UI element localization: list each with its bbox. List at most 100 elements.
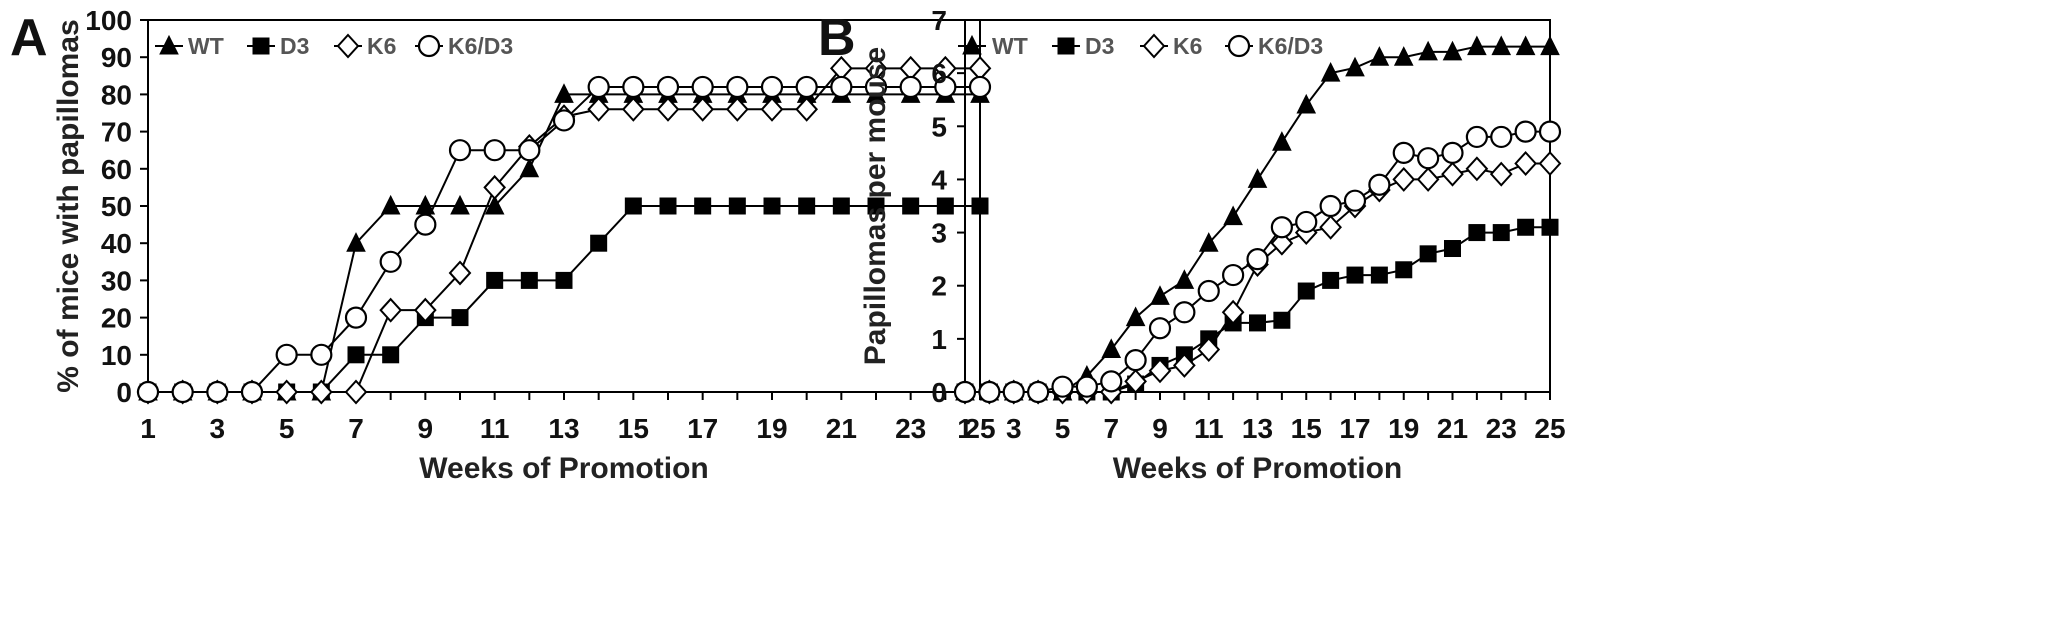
- data-point: [971, 197, 989, 215]
- data-point: [1393, 46, 1414, 66]
- legend-marker: [159, 34, 179, 55]
- legend-marker: [962, 34, 982, 55]
- data-point: [309, 379, 333, 405]
- y-tick-label: 0: [931, 377, 947, 408]
- data-point: [691, 75, 714, 99]
- data-point: [1369, 46, 1390, 66]
- data-point: [760, 96, 784, 122]
- data-point: [486, 271, 504, 289]
- data-point: [624, 197, 642, 215]
- data-point: [656, 96, 680, 122]
- legend-marker: [1142, 33, 1166, 59]
- data-point: [968, 75, 992, 99]
- data-point: [1272, 131, 1292, 151]
- data-point: [1197, 279, 1220, 303]
- data-point: [1468, 224, 1486, 242]
- y-tick-label: 1: [931, 324, 947, 355]
- data-point: [1051, 375, 1074, 398]
- data-point: [1150, 285, 1170, 305]
- legend-label: K6: [367, 33, 396, 59]
- data-point: [382, 346, 400, 364]
- data-point: [1441, 141, 1464, 164]
- data-point: [1296, 93, 1317, 114]
- data-point: [1541, 218, 1559, 236]
- data-point: [414, 213, 437, 236]
- data-point: [552, 109, 576, 132]
- data-point: [1514, 120, 1537, 143]
- data-point: [413, 297, 437, 323]
- data-point: [379, 297, 403, 323]
- data-point: [520, 271, 538, 289]
- data-point: [346, 232, 366, 252]
- data-point: [344, 379, 368, 405]
- data-point: [518, 139, 541, 162]
- data-point: [1100, 370, 1123, 393]
- x-tick-label: 7: [1103, 413, 1119, 444]
- data-point: [1002, 380, 1025, 404]
- data-point: [902, 197, 920, 215]
- data-point: [1221, 299, 1245, 325]
- x-tick-label: 19: [756, 413, 787, 444]
- data-point: [1392, 141, 1415, 164]
- x-tick-label: 25: [964, 413, 995, 444]
- y-tick-label: 80: [101, 79, 132, 110]
- data-point: [555, 271, 573, 289]
- data-point: [936, 197, 954, 215]
- data-point: [483, 139, 506, 162]
- data-point: [763, 197, 781, 215]
- data-point: [1489, 161, 1513, 187]
- data-point: [1124, 349, 1147, 372]
- series-k6-d3: [953, 120, 1562, 404]
- x-axis-title: Weeks of Promotion: [419, 452, 708, 485]
- y-tick-label: 40: [101, 228, 132, 259]
- data-point: [1345, 56, 1365, 77]
- series-d3: [956, 218, 1559, 401]
- y-tick-label: 0: [116, 377, 132, 408]
- legend-label: WT: [992, 33, 1028, 59]
- data-point: [587, 75, 610, 99]
- data-point: [1538, 120, 1562, 143]
- data-point: [656, 75, 680, 99]
- series-line: [965, 45, 1550, 393]
- data-point: [622, 75, 645, 99]
- y-tick-label: 10: [101, 340, 132, 371]
- y-tick-label: 30: [101, 265, 132, 296]
- data-point: [1322, 271, 1340, 289]
- data-point: [554, 83, 574, 103]
- y-tick-label: 6: [931, 58, 947, 89]
- data-point: [519, 157, 540, 178]
- data-point: [867, 197, 885, 215]
- data-point: [1368, 173, 1391, 196]
- data-point: [347, 346, 365, 364]
- data-point: [1538, 150, 1562, 176]
- data-point: [275, 343, 298, 366]
- data-point: [694, 197, 712, 215]
- data-point: [795, 96, 819, 122]
- data-point: [310, 343, 333, 366]
- x-tick-label: 9: [418, 413, 434, 444]
- data-point: [1295, 210, 1318, 234]
- data-point: [1465, 125, 1488, 149]
- series-wt: [955, 35, 1560, 401]
- data-point: [380, 194, 401, 215]
- legend-label: K6/D3: [1258, 33, 1323, 59]
- legend-label: D3: [1085, 33, 1114, 59]
- data-point: [275, 379, 299, 405]
- data-point: [171, 380, 194, 404]
- legend-marker: [1057, 37, 1075, 55]
- data-point: [448, 260, 472, 286]
- data-point: [953, 380, 977, 404]
- plot-frame: [964, 19, 1551, 393]
- data-point: [1319, 214, 1342, 240]
- data-point: [1492, 224, 1510, 242]
- legend-marker: [1227, 34, 1251, 58]
- data-point: [760, 75, 784, 99]
- series-k6: [953, 150, 1562, 405]
- legend-marker: [417, 34, 441, 58]
- legend-label: WT: [188, 33, 224, 59]
- data-point: [206, 380, 229, 404]
- y-tick-label: 7: [931, 5, 947, 36]
- data-point: [934, 75, 957, 99]
- data-point: [1174, 269, 1195, 289]
